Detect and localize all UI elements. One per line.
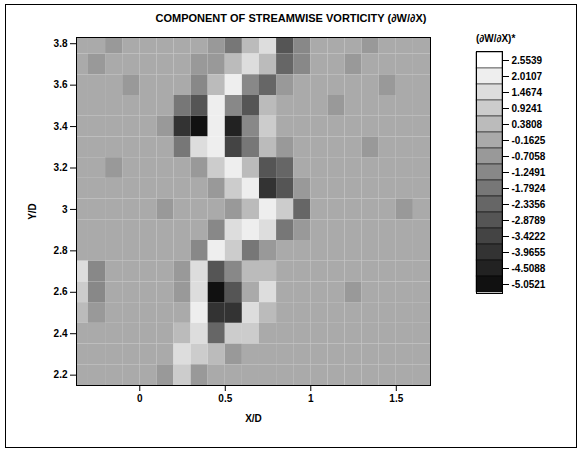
svg-text:Y/D: Y/D [27, 203, 38, 220]
svg-text:3.6: 3.6 [54, 79, 68, 90]
svg-text:-1.7924: -1.7924 [512, 183, 546, 194]
svg-text:-2.3356: -2.3356 [512, 199, 546, 210]
svg-text:1.4674: 1.4674 [512, 87, 543, 98]
svg-text:0.5: 0.5 [218, 393, 232, 404]
svg-text:3: 3 [62, 204, 68, 215]
svg-text:2.0107: 2.0107 [512, 71, 543, 82]
svg-text:X/D: X/D [245, 413, 262, 424]
svg-text:0.9241: 0.9241 [512, 103, 543, 114]
svg-text:3.8: 3.8 [54, 38, 68, 49]
svg-text:3.4: 3.4 [54, 121, 68, 132]
html-text:(∂W/∂X)*: (∂W/∂X)* [476, 33, 516, 44]
svg-text:1: 1 [308, 393, 314, 404]
svg-text:0: 0 [137, 393, 143, 404]
svg-text:2.4: 2.4 [54, 328, 68, 339]
svg-text:-1.2491: -1.2491 [512, 167, 546, 178]
svg-text:1.5: 1.5 [389, 393, 403, 404]
svg-text:-2.8789: -2.8789 [512, 215, 546, 226]
html-text:COMPONENT OF STREAMWISE VORTIC: COMPONENT OF STREAMWISE VORTICITY (∂W/∂X… [155, 12, 427, 24]
svg-text:2.8: 2.8 [54, 245, 68, 256]
svg-text:-3.9655: -3.9655 [512, 247, 546, 258]
svg-text:2.2: 2.2 [54, 369, 68, 380]
svg-text:-4.5088: -4.5088 [512, 263, 546, 274]
svg-text:3.2: 3.2 [54, 162, 68, 173]
svg-text:-5.0521: -5.0521 [512, 279, 546, 290]
svg-text:-0.1625: -0.1625 [512, 135, 546, 146]
svg-text:-3.4222: -3.4222 [512, 231, 546, 242]
svg-text:0.3808: 0.3808 [512, 119, 543, 130]
svg-text:2.5539: 2.5539 [512, 55, 543, 66]
svg-text:2.6: 2.6 [54, 286, 68, 297]
svg-text:-0.7058: -0.7058 [512, 151, 546, 162]
